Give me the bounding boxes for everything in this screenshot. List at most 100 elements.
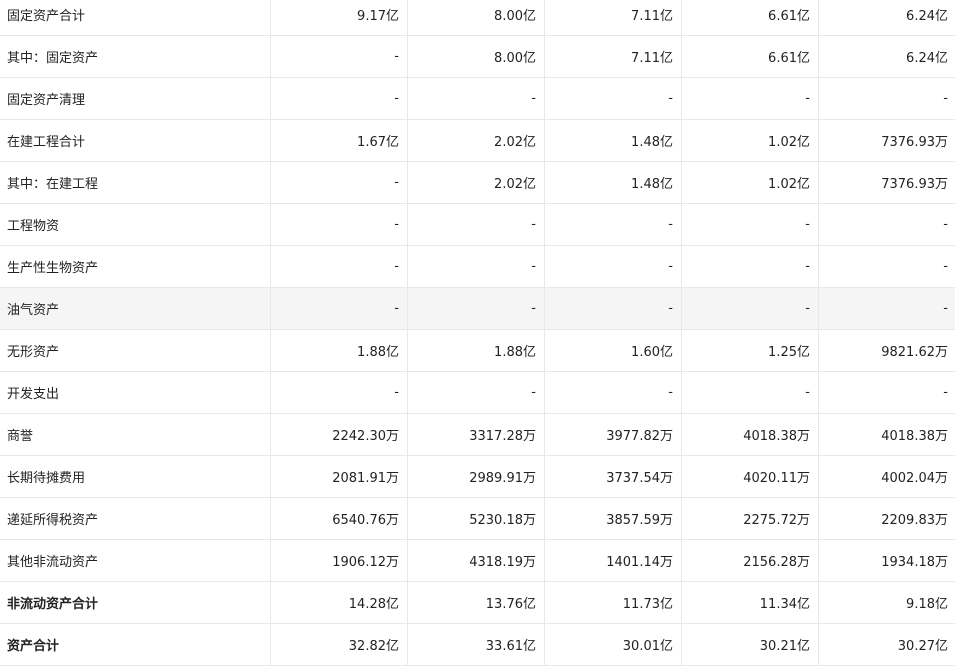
value-cell: 1.48亿 <box>545 162 682 203</box>
table-row-construction[interactable]: 其中：在建工程 - 2.02亿 1.48亿 1.02亿 7376.93万 <box>0 162 955 204</box>
table-row-fixed-assets[interactable]: 其中：固定资产 - 8.00亿 7.11亿 6.61亿 6.24亿 <box>0 36 955 78</box>
value-cell: 11.73亿 <box>545 582 682 623</box>
value-cell: 6540.76万 <box>271 498 408 539</box>
value-cell: 3317.28万 <box>408 414 545 455</box>
value-cell: 7376.93万 <box>881 177 948 192</box>
row-label: 非流动资产合计 <box>0 582 271 623</box>
table-row-long-term-prepaid[interactable]: 长期待摊费用 2081.91万 2989.91万 3737.54万 4020.1… <box>0 456 955 498</box>
value-cell: 6.61亿 <box>682 36 819 77</box>
table-row-development-expenditure[interactable]: 开发支出 - - - - - <box>0 372 955 414</box>
row-label: 其他非流动资产 <box>0 540 271 581</box>
value-cell: - <box>943 385 948 400</box>
value-cell: 2156.28万 <box>682 540 819 581</box>
table-row-fixed-assets-total[interactable]: 固定资产合计 9.17亿 8.00亿 7.11亿 6.61亿 6.24亿 <box>0 0 955 36</box>
row-label: 在建工程合计 <box>0 120 271 161</box>
value-cell: 30.27亿 <box>897 639 948 654</box>
table-row-oil-gas-assets[interactable]: 油气资产 - - - - - <box>0 288 955 330</box>
value-cell: - <box>943 217 948 232</box>
row-label: 油气资产 <box>0 288 271 329</box>
table-row-intangible-assets[interactable]: 无形资产 1.88亿 1.88亿 1.60亿 1.25亿 9821.62万 <box>0 330 955 372</box>
value-cell: 30.01亿 <box>545 624 682 665</box>
value-cell: 3977.82万 <box>545 414 682 455</box>
value-cell: 1.88亿 <box>271 330 408 371</box>
value-cell: 9.18亿 <box>906 597 948 612</box>
table-row-biological-assets[interactable]: 生产性生物资产 - - - - - <box>0 246 955 288</box>
value-cell: 7.11亿 <box>545 0 682 35</box>
value-cell: - <box>943 301 948 316</box>
value-cell: 1906.12万 <box>271 540 408 581</box>
value-cell: - <box>271 246 408 287</box>
table-row-fixed-assets-disposal[interactable]: 固定资产清理 - - - - - <box>0 78 955 120</box>
row-label: 开发支出 <box>0 372 271 413</box>
value-cell: 1934.18万 <box>881 555 948 570</box>
value-cell: - <box>408 246 545 287</box>
value-cell: 2242.30万 <box>271 414 408 455</box>
value-cell: 4018.38万 <box>881 429 948 444</box>
value-cell: - <box>943 91 948 106</box>
value-cell: 1.60亿 <box>545 330 682 371</box>
value-cell: - <box>271 78 408 119</box>
table-row-engineering-materials[interactable]: 工程物资 - - - - - <box>0 204 955 246</box>
value-cell: 4018.38万 <box>682 414 819 455</box>
value-cell: 4318.19万 <box>408 540 545 581</box>
row-label: 无形资产 <box>0 330 271 371</box>
value-cell: 4020.11万 <box>682 456 819 497</box>
value-cell: - <box>545 246 682 287</box>
table-row-goodwill[interactable]: 商誉 2242.30万 3317.28万 3977.82万 4018.38万 4… <box>0 414 955 456</box>
row-label: 工程物资 <box>0 204 271 245</box>
value-cell: 33.61亿 <box>408 624 545 665</box>
value-cell: 6.61亿 <box>682 0 819 35</box>
value-cell: 11.34亿 <box>682 582 819 623</box>
value-cell: - <box>682 372 819 413</box>
value-cell: - <box>271 36 408 77</box>
value-cell: 2275.72万 <box>682 498 819 539</box>
value-cell: - <box>271 372 408 413</box>
value-cell: - <box>408 372 545 413</box>
row-label: 资产合计 <box>0 624 271 665</box>
value-cell: - <box>682 288 819 329</box>
row-label: 递延所得税资产 <box>0 498 271 539</box>
value-cell: 3737.54万 <box>545 456 682 497</box>
value-cell: - <box>408 78 545 119</box>
value-cell: 2989.91万 <box>408 456 545 497</box>
value-cell: 3857.59万 <box>545 498 682 539</box>
value-cell: 2.02亿 <box>408 162 545 203</box>
value-cell: 8.00亿 <box>408 36 545 77</box>
value-cell: - <box>545 204 682 245</box>
table-row-total-assets[interactable]: 资产合计 32.82亿 33.61亿 30.01亿 30.21亿 30.27亿 <box>0 624 955 666</box>
value-cell: 13.76亿 <box>408 582 545 623</box>
value-cell: 1.67亿 <box>271 120 408 161</box>
value-cell: - <box>545 78 682 119</box>
value-cell: - <box>271 162 408 203</box>
value-cell: 4002.04万 <box>881 471 948 486</box>
value-cell: 9821.62万 <box>881 345 948 360</box>
table-row-construction-total[interactable]: 在建工程合计 1.67亿 2.02亿 1.48亿 1.02亿 7376.93万 <box>0 120 955 162</box>
value-cell: 6.24亿 <box>906 9 948 24</box>
table-row-other-noncurrent-assets[interactable]: 其他非流动资产 1906.12万 4318.19万 1401.14万 2156.… <box>0 540 955 582</box>
value-cell: 7376.93万 <box>881 135 948 150</box>
value-cell: - <box>545 372 682 413</box>
value-cell: 1.02亿 <box>682 162 819 203</box>
value-cell: - <box>271 288 408 329</box>
value-cell: - <box>682 204 819 245</box>
table-row-deferred-tax-assets[interactable]: 递延所得税资产 6540.76万 5230.18万 3857.59万 2275.… <box>0 498 955 540</box>
value-cell: - <box>545 288 682 329</box>
row-label: 固定资产清理 <box>0 78 271 119</box>
value-cell: - <box>682 246 819 287</box>
value-cell: 8.00亿 <box>408 0 545 35</box>
row-label: 固定资产合计 <box>0 0 271 35</box>
value-cell: 9.17亿 <box>271 0 408 35</box>
value-cell: - <box>682 78 819 119</box>
table-row-noncurrent-assets-total[interactable]: 非流动资产合计 14.28亿 13.76亿 11.73亿 11.34亿 9.18… <box>0 582 955 624</box>
value-cell: - <box>408 288 545 329</box>
row-label: 商誉 <box>0 414 271 455</box>
row-label: 其中：固定资产 <box>0 36 271 77</box>
value-cell: 2209.83万 <box>881 513 948 528</box>
row-label: 长期待摊费用 <box>0 456 271 497</box>
value-cell: 32.82亿 <box>271 624 408 665</box>
row-label: 生产性生物资产 <box>0 246 271 287</box>
value-cell: 2.02亿 <box>408 120 545 161</box>
value-cell: 5230.18万 <box>408 498 545 539</box>
value-cell: - <box>271 204 408 245</box>
